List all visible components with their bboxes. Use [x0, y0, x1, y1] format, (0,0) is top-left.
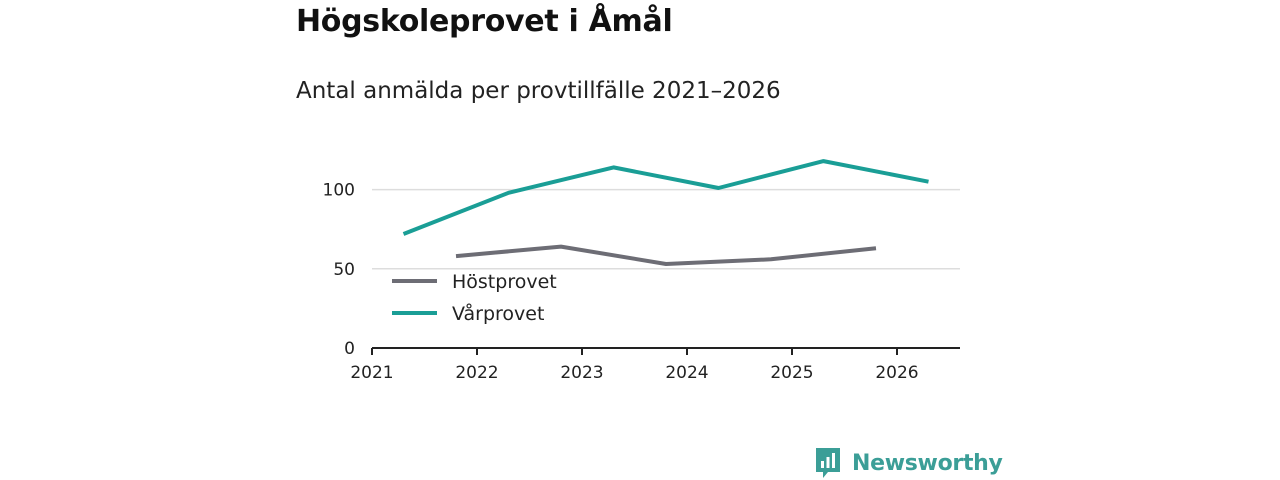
gridlines — [372, 188, 960, 270]
brand-name: Newsworthy — [852, 450, 1003, 476]
y-tick-label: 0 — [344, 339, 355, 359]
chart-subtitle: Antal anmälda per provtillfälle 2021–202… — [296, 78, 781, 104]
series-line-höstprovet — [455, 244, 877, 266]
y-tick-label: 100 — [323, 181, 355, 201]
x-tick-label: 2025 — [770, 363, 813, 383]
series-lines — [402, 159, 929, 266]
brand-logo: Newsworthy — [814, 446, 1003, 480]
series-line-vårprovet — [402, 159, 929, 236]
legend: Höstprovet Vårprovet — [392, 271, 557, 325]
x-tick-label: 2022 — [455, 363, 498, 383]
x-tick-label: 2023 — [560, 363, 603, 383]
y-tick-label: 50 — [333, 260, 355, 280]
x-tick-label: 2024 — [665, 363, 708, 383]
x-tick-label: 2021 — [350, 363, 393, 383]
x-axis-ticks: 2021 2022 2023 2024 2025 2026 — [350, 348, 919, 383]
legend-label: Vårprovet — [452, 302, 544, 325]
x-tick-label: 2026 — [875, 363, 918, 383]
newsworthy-logo-icon — [816, 448, 840, 478]
y-axis-ticks: 0 50 100 — [323, 181, 355, 359]
legend-label: Höstprovet — [452, 271, 557, 293]
chart-title: Högskoleprovet i Åmål — [296, 4, 673, 39]
